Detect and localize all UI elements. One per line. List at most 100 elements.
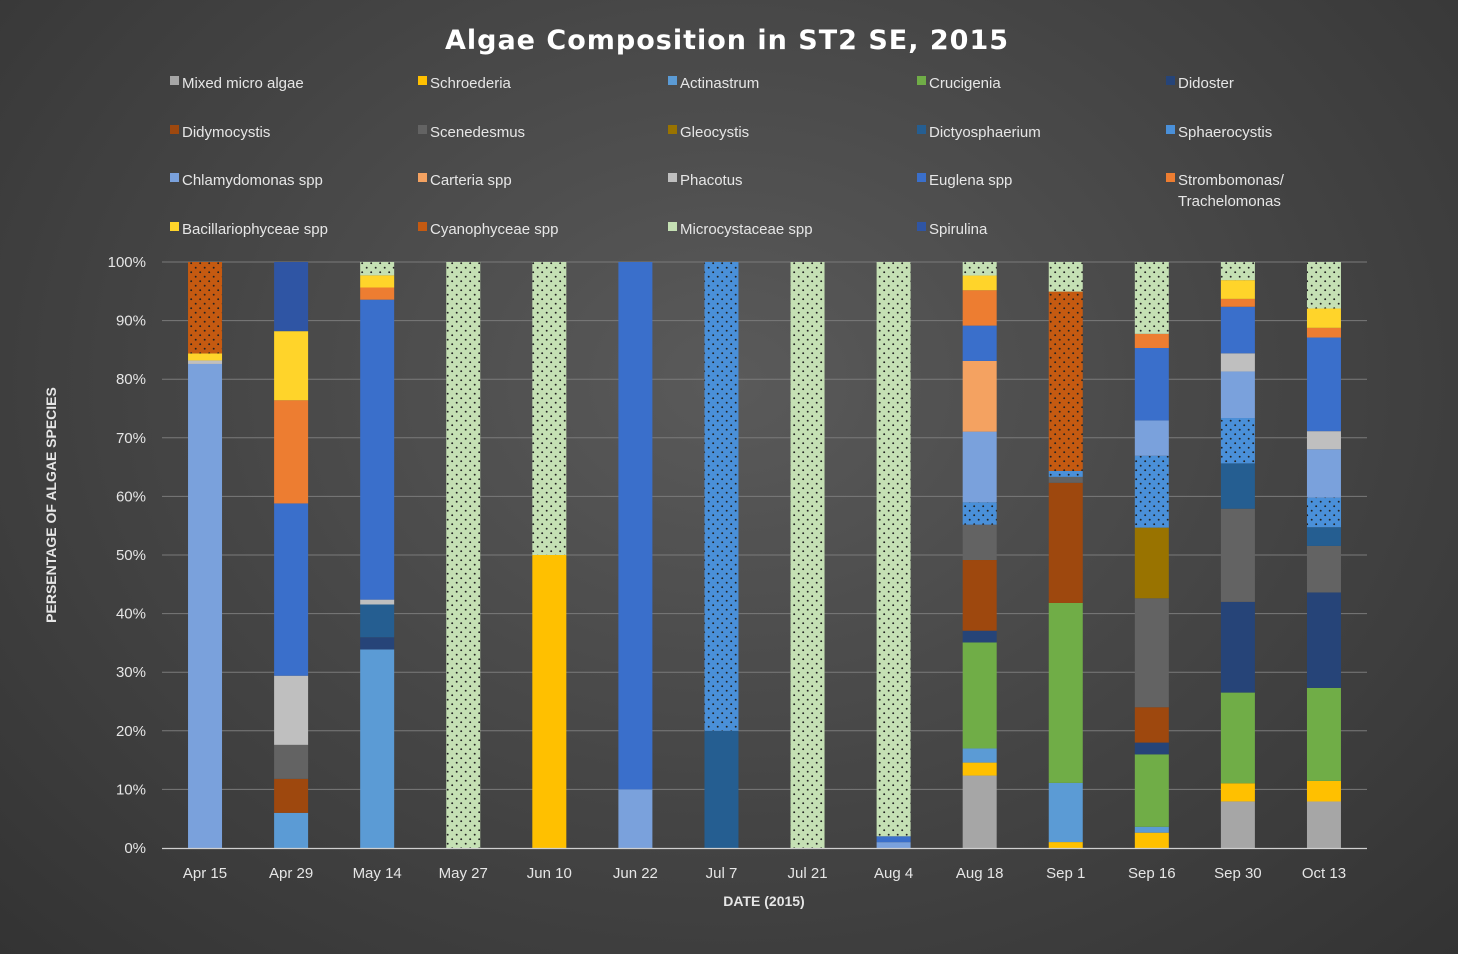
legend-label: Gleocystis xyxy=(680,124,749,141)
x-tick-label: Sep 30 xyxy=(1214,865,1262,882)
bar-stack-oct-13 xyxy=(1306,262,1341,848)
legend-item-schroederia: Schroederia xyxy=(418,75,512,92)
legend-swatch xyxy=(418,173,427,182)
bar-sep-16-euglena-spp xyxy=(1134,347,1169,421)
bar-aug-18-bacillariophyceae-spp xyxy=(962,275,997,291)
bar-may-14-dictyosphaerium xyxy=(360,604,395,638)
legend-label: Crucigenia xyxy=(929,75,1001,92)
legend-label: Cyanophyceae spp xyxy=(430,221,558,238)
legend-label: Carteria spp xyxy=(430,172,512,189)
legend-item-strombomonas-trachelomonas: Strombomonas/Trachelomonas xyxy=(1166,172,1285,210)
legend-label: Mixed micro algae xyxy=(182,75,304,92)
bar-jul-21-microcystaceae-spp xyxy=(790,262,825,848)
bar-sep-30-bacillariophyceae-spp xyxy=(1220,280,1255,299)
y-tick-label: 70% xyxy=(116,430,146,447)
legend-swatch xyxy=(1166,76,1175,85)
legend-label: Actinastrum xyxy=(680,75,759,92)
legend-swatch xyxy=(1166,173,1175,182)
bar-apr-15-chlamydomonas-spp xyxy=(188,363,223,848)
bar-sep-30-didoster xyxy=(1220,601,1255,693)
legend-label: Didymocystis xyxy=(182,124,270,141)
bar-aug-4-microcystaceae-spp xyxy=(876,262,911,837)
legend-item-carteria-spp: Carteria spp xyxy=(418,172,512,189)
bar-sep-16-gleocystis xyxy=(1134,527,1169,599)
chart-title: Algae Composition in ST2 SE, 2015 xyxy=(445,25,1009,56)
bar-jun-22-chlamydomonas-spp xyxy=(618,789,653,848)
bar-sep-16-didymocystis xyxy=(1134,707,1169,743)
bar-stack-jun-22 xyxy=(618,262,653,848)
legend-swatch xyxy=(170,76,179,85)
legend-swatch xyxy=(917,173,926,182)
legend-item-spirulina: Spirulina xyxy=(917,221,988,238)
bar-sep-30-dictyosphaerium xyxy=(1220,463,1255,509)
bar-apr-29-spirulina xyxy=(274,262,309,332)
bar-aug-18-mixed-micro-algae xyxy=(962,775,997,848)
bar-stack-jun-10 xyxy=(532,262,567,848)
bar-oct-13-bacillariophyceae-spp xyxy=(1306,308,1341,328)
bar-aug-18-strombomonas-trachelomonas xyxy=(962,290,997,326)
y-tick-label: 100% xyxy=(108,254,146,271)
x-tick-label: Jun 22 xyxy=(613,865,658,882)
bar-apr-15-cyanophyceae-spp xyxy=(188,262,223,354)
legend-label: Microcystaceae spp xyxy=(680,221,813,238)
x-tick-label: Apr 15 xyxy=(183,865,227,882)
bar-may-14-strombomonas-trachelomonas xyxy=(360,287,395,300)
legend-swatch xyxy=(668,76,677,85)
bar-aug-18-chlamydomonas-spp xyxy=(962,431,997,503)
bar-sep-30-microcystaceae-spp xyxy=(1220,262,1255,281)
bar-stack-aug-18 xyxy=(962,262,997,848)
y-tick-label: 60% xyxy=(116,488,146,505)
y-axis-tick-labels: 0% 10% 20% 30% 40% 50% 60% 70% 80% 90% 100% xyxy=(108,254,146,857)
bar-sep-16-schroederia xyxy=(1134,832,1169,848)
bar-sep-16-didoster xyxy=(1134,742,1169,755)
legend-label: Sphaerocystis xyxy=(1178,124,1272,141)
bar-sep-16-strombomonas-trachelomonas xyxy=(1134,333,1169,348)
legend-label: Scenedesmus xyxy=(430,124,525,141)
gridlines xyxy=(162,261,1367,790)
bar-sep-1-cyanophyceae-spp xyxy=(1048,291,1083,471)
legend-swatch xyxy=(418,76,427,85)
bar-sep-30-strombomonas-trachelomonas xyxy=(1220,298,1255,307)
legend-item-actinastrum: Actinastrum xyxy=(668,75,759,92)
bar-apr-29-euglena-spp xyxy=(274,503,309,676)
legend-label: Schroederia xyxy=(430,75,512,92)
bar-aug-18-sphaerocystis xyxy=(962,502,997,525)
bar-jun-10-schroederia xyxy=(532,555,567,848)
bar-sep-30-crucigenia xyxy=(1220,692,1255,784)
bar-oct-13-phacotus xyxy=(1306,431,1341,450)
legend-swatch xyxy=(170,222,179,231)
bar-sep-16-scenedesmus xyxy=(1134,598,1169,708)
legend-swatch xyxy=(418,125,427,134)
bar-jul-7-sphaerocystis xyxy=(704,262,739,731)
bar-jun-22-euglena-spp xyxy=(618,262,653,790)
legend-swatch xyxy=(917,76,926,85)
legend-item-bacillariophyceae-spp: Bacillariophyceae spp xyxy=(170,221,328,238)
bar-aug-18-didoster xyxy=(962,630,997,643)
legend-label-cont: Trachelomonas xyxy=(1178,193,1281,210)
bar-may-27-microcystaceae-spp xyxy=(446,262,481,848)
legend-item-mixed-micro-algae: Mixed micro algae xyxy=(170,75,304,92)
legend: Mixed micro algae Schroederia Actinastrum C… xyxy=(170,75,1285,238)
legend-item-phacotus: Phacotus xyxy=(668,172,743,189)
bar-aug-18-microcystaceae-spp xyxy=(962,262,997,276)
y-tick-label: 20% xyxy=(116,723,146,740)
bar-sep-30-sphaerocystis xyxy=(1220,418,1255,464)
x-tick-label: Jul 7 xyxy=(706,865,738,882)
bar-stack-jul-7 xyxy=(704,262,739,848)
x-tick-label: Aug 18 xyxy=(956,865,1004,882)
bar-oct-13-chlamydomonas-spp xyxy=(1306,449,1341,498)
bar-stack-sep-1 xyxy=(1048,262,1083,848)
bar-sep-1-actinastrum xyxy=(1048,782,1083,843)
x-tick-label: Apr 29 xyxy=(269,865,313,882)
bar-sep-30-schroederia xyxy=(1220,783,1255,802)
bar-apr-15-phacotus xyxy=(188,360,223,364)
bar-stack-sep-16 xyxy=(1134,262,1169,848)
bar-oct-13-crucigenia xyxy=(1306,687,1341,781)
legend-label: Didoster xyxy=(1178,75,1234,92)
y-tick-label: 50% xyxy=(116,547,146,564)
bar-aug-18-schroederia xyxy=(962,762,997,776)
y-tick-label: 30% xyxy=(116,664,146,681)
legend-item-didoster: Didoster xyxy=(1166,75,1234,92)
bar-jul-7-dictyosphaerium xyxy=(704,730,739,848)
bar-sep-1-didymocystis xyxy=(1048,482,1083,603)
